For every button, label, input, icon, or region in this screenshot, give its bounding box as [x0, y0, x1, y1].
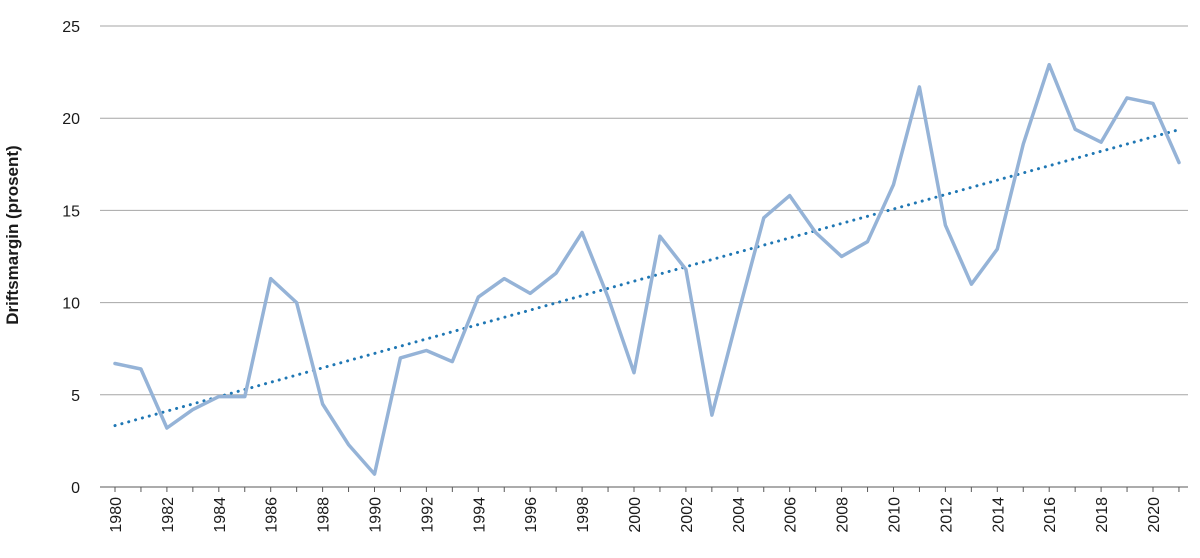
trendline: [113, 128, 1181, 428]
grid-lines: [100, 25, 1188, 488]
x-tick-label: 1980: [108, 497, 125, 533]
x-tick-label: 1996: [523, 497, 540, 533]
x-tick-label: 1994: [471, 497, 488, 533]
x-tick-label: 2008: [835, 497, 852, 533]
y-tick-label: 10: [62, 296, 80, 313]
x-tick-label: 1988: [316, 497, 333, 533]
x-tick-label: 2020: [1146, 497, 1163, 533]
x-tick-label: 2012: [938, 497, 955, 533]
x-tick-label: 2010: [887, 497, 904, 533]
data-series-line: [113, 62, 1181, 476]
x-tick-labels: 1980 1982 1984 1986 1988 1990 1992 1994 1996 1998…: [108, 487, 1180, 533]
y-tick-label: 25: [62, 19, 80, 36]
x-tick-label: 1984: [212, 497, 229, 533]
x-tick-label: 1982: [160, 497, 177, 533]
x-tick-label: 2004: [731, 497, 748, 533]
x-tick-label: 2018: [1094, 497, 1111, 533]
y-tick-label: 0: [71, 480, 80, 497]
x-tick-label: 2002: [679, 497, 696, 533]
y-tick-label: 20: [62, 111, 80, 128]
x-tick-label: 1992: [419, 497, 436, 533]
y-tick-labels: 0 5 10 15 20 25: [62, 19, 80, 497]
y-tick-label: 5: [71, 388, 80, 405]
x-tick-label: 2000: [627, 497, 644, 533]
x-tick-label: 1998: [575, 497, 592, 533]
y-tick-label: 15: [62, 203, 80, 220]
series-line: [113, 62, 1181, 476]
trend-line: [113, 128, 1181, 428]
x-tick-label: 1990: [368, 497, 385, 533]
x-tick-label: 1986: [264, 497, 281, 533]
x-tick-label: 2006: [783, 497, 800, 533]
x-tick-label: 2014: [990, 497, 1007, 533]
x-tick-label: 2016: [1042, 497, 1059, 533]
y-axis-title: Driftsmargin (prosent): [3, 145, 22, 324]
